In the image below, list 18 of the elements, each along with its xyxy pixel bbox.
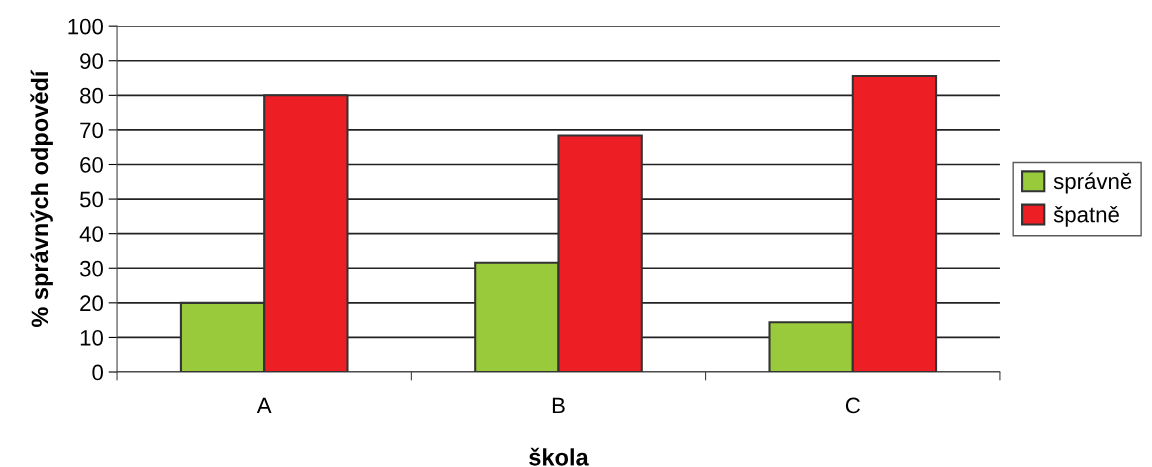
- x-axis-title: škola: [529, 447, 589, 466]
- y-tick-label: 20: [80, 295, 103, 312]
- y-tick-label: 0: [92, 364, 103, 381]
- x-tick-label: C: [845, 397, 860, 414]
- y-tick-label: 60: [80, 157, 103, 173]
- y-tick-label: 40: [79, 226, 103, 242]
- y-tick-label: 10: [80, 329, 103, 346]
- y-tick-label: 100: [68, 18, 103, 35]
- y-tick-label: 90: [80, 53, 103, 70]
- y-tick-label: 50: [80, 191, 103, 208]
- y-tick-label: 70: [80, 122, 103, 139]
- y-tick-label: 80: [80, 87, 103, 104]
- y-tick-label: 30: [79, 260, 103, 277]
- y-axis-title: % správných odpovědí: [30, 69, 53, 328]
- legend-label: správně: [1053, 172, 1132, 194]
- legend-label: špatně: [1053, 206, 1119, 227]
- x-tick-label: A: [256, 397, 272, 414]
- x-tick-label: B: [552, 397, 565, 414]
